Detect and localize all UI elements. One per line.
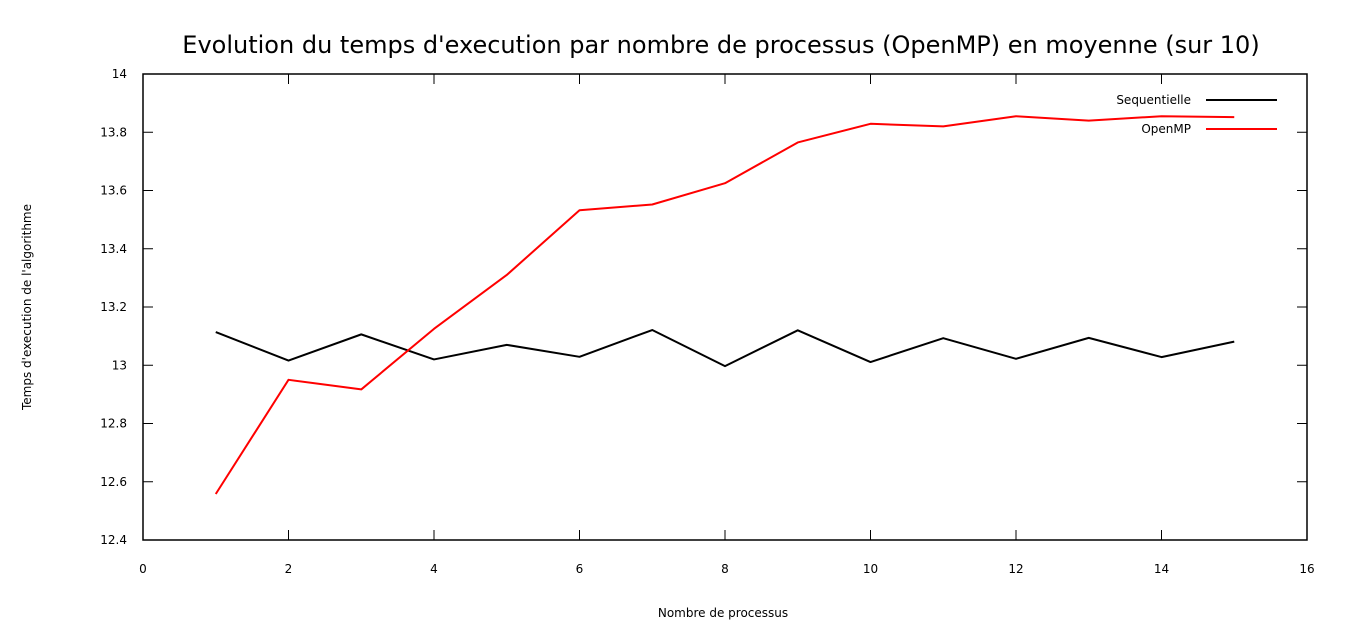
- x-tick-label: 4: [430, 562, 438, 576]
- x-tick-label: 16: [1299, 562, 1314, 576]
- series-line-openmp: [214, 115, 1235, 495]
- y-tick-label: 13.4: [100, 242, 127, 256]
- y-tick-label: 14: [112, 67, 127, 81]
- y-tick-label: 12.6: [100, 475, 127, 489]
- y-tick-label: 13: [112, 358, 127, 372]
- x-axis-label: Nombre de processus: [658, 606, 788, 620]
- x-tick-label: 12: [1008, 562, 1023, 576]
- y-axis-label: Temps d'execution de l'algorithme: [20, 204, 34, 411]
- x-tick-label: 2: [285, 562, 293, 576]
- y-tick-label: 12.4: [100, 533, 127, 547]
- chart-title: Evolution du temps d'execution par nombr…: [182, 31, 1259, 59]
- x-tick-label: 8: [721, 562, 729, 576]
- x-tick-label: 10: [863, 562, 878, 576]
- axis-ticks: 0 2 4 6 8 10 12 14 16 12.4 12.6 12.8 13 13.2 13.4 13.6 1…: [100, 67, 1314, 576]
- x-tick-label: 6: [576, 562, 584, 576]
- series-line-sequentielle: [215, 329, 1235, 368]
- legend-label: OpenMP: [1141, 122, 1191, 136]
- legend-label: Sequentielle: [1116, 93, 1191, 107]
- y-tick-label: 13.8: [100, 125, 127, 139]
- legend: Sequentielle OpenMP: [1116, 93, 1277, 136]
- plot-frame: [142, 73, 1308, 541]
- x-tick-label: 0: [139, 562, 147, 576]
- y-tick-label: 13.2: [100, 300, 127, 314]
- series-layer: [214, 115, 1235, 495]
- x-tick-label: 14: [1154, 562, 1169, 576]
- y-tick-label: 12.8: [100, 417, 127, 431]
- y-tick-label: 13.6: [100, 184, 127, 198]
